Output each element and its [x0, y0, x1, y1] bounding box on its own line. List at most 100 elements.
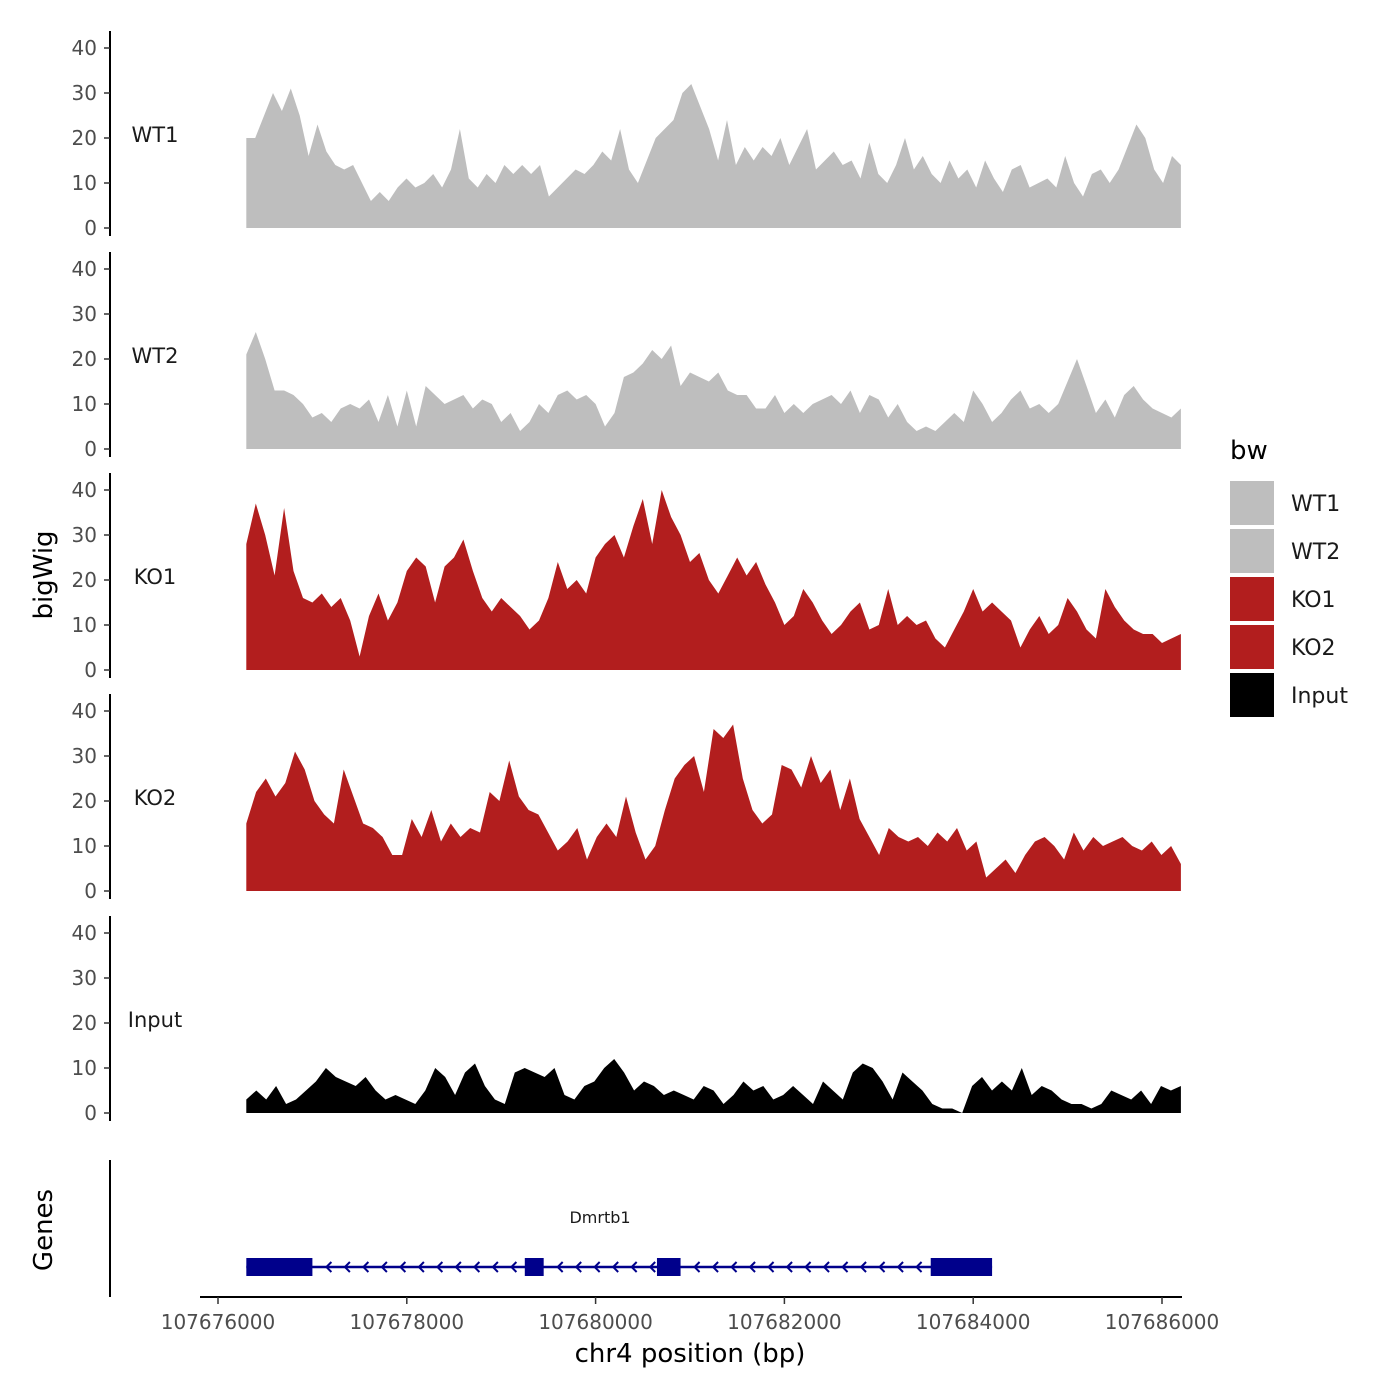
strand-arrow	[361, 1261, 370, 1273]
strand-arrow	[748, 1261, 756, 1273]
y-tick-label: 10	[72, 171, 97, 195]
gene-exon	[524, 1258, 544, 1276]
genes-axis-title: Genes	[29, 1189, 59, 1271]
y-tick-label: 20	[72, 126, 97, 150]
strand-arrow	[693, 1261, 701, 1273]
gene-name: Dmrtb1	[569, 1208, 630, 1227]
track-label: KO1	[134, 565, 177, 589]
track-label: WT2	[132, 344, 179, 368]
gene-exon	[656, 1258, 681, 1276]
legend-label-ko2: KO2	[1291, 636, 1336, 661]
y-tick-label: 10	[72, 1056, 97, 1080]
strand-arrow	[491, 1261, 499, 1273]
y-tick-label: 40	[72, 478, 97, 502]
strand-arrow	[556, 1261, 564, 1273]
y-tick-label: 20	[72, 789, 97, 813]
track-input: 0 10 20 30 40 Input	[72, 916, 1181, 1125]
x-tick-label: 107684000	[916, 1310, 1031, 1334]
strand-arrow	[435, 1261, 444, 1273]
y-tick-label: 20	[72, 347, 97, 371]
x-axis-title: chr4 position (bp)	[575, 1339, 806, 1369]
y-tick-label: 0	[84, 216, 97, 240]
coverage-area-ko1	[246, 490, 1181, 670]
strand-arrow	[472, 1261, 481, 1273]
x-tick-label: 107686000	[1105, 1310, 1220, 1334]
track-wt2: 0 10 20 30 40 WT2	[72, 252, 1181, 461]
strand-arrow	[648, 1261, 656, 1273]
legend-label-wt1: WT1	[1291, 492, 1340, 517]
y-tick-label: 0	[84, 658, 97, 682]
x-tick-label: 107680000	[538, 1310, 653, 1334]
strand-arrow	[630, 1261, 638, 1273]
gene-exon	[246, 1258, 313, 1276]
legend-label-wt2: WT2	[1291, 540, 1340, 565]
strand-arrow	[841, 1261, 849, 1273]
strand-arrow	[509, 1261, 518, 1273]
x-tick-label: 107682000	[727, 1310, 842, 1334]
y-tick-label: 20	[72, 568, 97, 592]
y-tick-label: 20	[72, 1011, 97, 1035]
y-tick-label: 40	[72, 699, 97, 723]
strand-arrow	[859, 1261, 867, 1273]
y-tick-label: 40	[72, 36, 97, 60]
y-axis-title: bigWig	[29, 530, 59, 619]
strand-arrow	[574, 1261, 582, 1273]
strand-arrow	[343, 1261, 351, 1273]
y-tick-label: 10	[72, 834, 97, 858]
y-tick-label: 40	[72, 921, 97, 945]
y-tick-label: 30	[72, 81, 97, 105]
strand-arrow	[593, 1261, 601, 1273]
strand-arrow	[878, 1261, 886, 1273]
track-label: Input	[128, 1008, 182, 1032]
y-tick-label: 30	[72, 302, 97, 326]
x-tick-label: 107676000	[161, 1310, 276, 1334]
y-tick-label: 10	[72, 392, 97, 416]
strand-arrow	[785, 1261, 793, 1273]
legend-swatch-ko2	[1230, 625, 1274, 669]
legend-swatch-input	[1230, 673, 1274, 717]
track-label: KO2	[134, 786, 177, 810]
x-axis: 107676000 107678000 107680000 107682000 1076…	[161, 1296, 1220, 1334]
coverage-area-wt1	[246, 84, 1181, 228]
y-tick-label: 10	[72, 613, 97, 637]
strand-arrow	[804, 1261, 812, 1273]
y-tick-label: 30	[72, 744, 97, 768]
legend-title: bw	[1230, 436, 1268, 466]
y-tick-label: 40	[72, 257, 97, 281]
y-tick-label: 0	[84, 879, 97, 903]
coverage-area-wt2	[246, 332, 1181, 449]
legend-swatch-ko1	[1230, 577, 1274, 621]
strand-arrow	[380, 1261, 388, 1273]
strand-arrow	[767, 1261, 775, 1273]
gene-track: Dmrtb1	[109, 1160, 993, 1297]
strand-arrow	[730, 1261, 738, 1273]
y-tick-label: 30	[72, 966, 97, 990]
strand-arrow	[611, 1261, 619, 1273]
legend-label-input: Input	[1291, 684, 1348, 709]
strand-arrow	[915, 1261, 923, 1273]
strand-arrow	[417, 1261, 425, 1273]
strand-arrow	[324, 1261, 333, 1273]
y-tick-label: 0	[84, 1101, 97, 1125]
y-tick-label: 30	[72, 523, 97, 547]
coverage-area-input	[246, 1059, 1181, 1113]
track-ko2: 0 10 20 30 40 KO2	[72, 694, 1181, 903]
coverage-area-ko2	[246, 724, 1181, 891]
strand-arrow	[822, 1261, 830, 1273]
track-wt1: 0 10 20 30 40 WT1	[72, 31, 1181, 240]
legend-swatch-wt1	[1230, 481, 1274, 525]
strand-arrow	[454, 1261, 462, 1273]
strand-arrow	[896, 1261, 904, 1273]
y-tick-label: 0	[84, 437, 97, 461]
strand-arrow	[711, 1261, 719, 1273]
legend: bw WT1 WT2 KO1 KO2 Input	[1230, 436, 1348, 717]
legend-label-ko1: KO1	[1291, 588, 1336, 613]
strand-arrow	[398, 1261, 407, 1273]
gene-exon	[930, 1258, 993, 1276]
legend-swatch-wt2	[1230, 529, 1274, 573]
x-tick-label: 107678000	[350, 1310, 465, 1334]
track-ko1: 0 10 20 30 40 KO1	[72, 473, 1181, 682]
coverage-tracks: 0 10 20 30 40 WT1 0 10 20 30 40 WT2 0 10 20 30 40 KO1 0 10 2…	[72, 31, 1181, 1125]
track-label: WT1	[132, 123, 179, 147]
